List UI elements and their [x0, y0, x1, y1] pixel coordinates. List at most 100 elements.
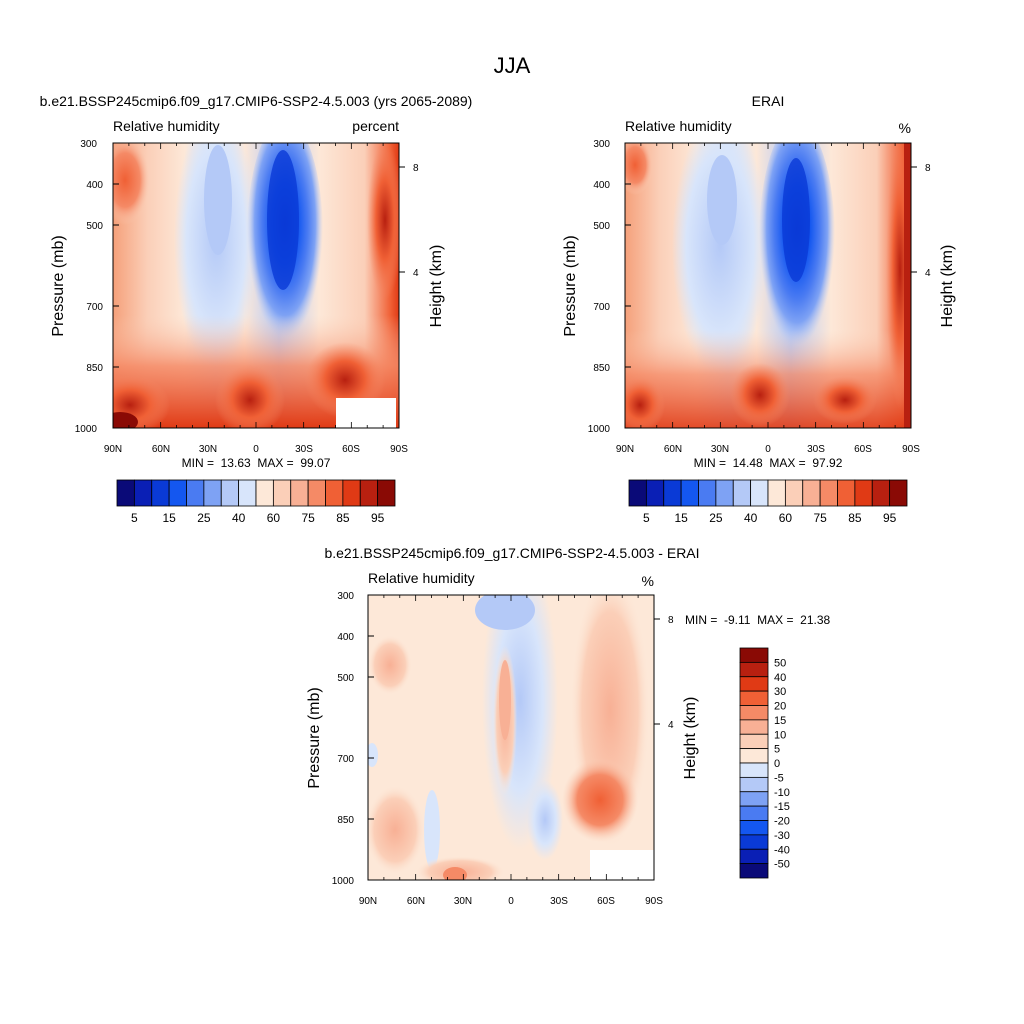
colorbar-swatch: [680, 479, 699, 507]
minor-ticks: [624, 143, 912, 428]
colorbar-swatch: [739, 762, 769, 778]
x-tick-label: 90S: [902, 444, 920, 455]
colorbar-swatch: [739, 690, 769, 706]
y2-tick-label: 8: [413, 163, 419, 174]
colorbar-label: 0: [774, 758, 780, 770]
y2-tick-label: 4: [925, 268, 931, 279]
x-tick-label: 90N: [359, 896, 377, 907]
colorbar-label: -20: [774, 816, 790, 828]
colorbar-swatch: [645, 479, 665, 507]
colorbar-label: 75: [813, 511, 827, 525]
y-tick-label: 850: [593, 363, 610, 374]
colorbar-swatch: [739, 719, 769, 735]
y2-axis: 8 4: [911, 163, 931, 279]
colorbar-swatch: [342, 479, 361, 507]
colorbar-swatch: [889, 479, 908, 507]
minor-ticks: [367, 595, 655, 880]
min-max-label: MIN = 13.63 MAX = 99.07: [182, 456, 331, 470]
y2-tick-label: 8: [925, 163, 931, 174]
x-tick-label: 0: [253, 444, 259, 455]
colorbar-swatch: [168, 479, 187, 507]
y-axis: 300 400 500 700 850 1000: [588, 139, 631, 435]
x-tick-label: 30N: [711, 444, 729, 455]
colorbar-swatch: [819, 479, 838, 507]
colorbar-swatch: [739, 661, 769, 678]
colorbar-swatch: [750, 479, 769, 507]
colorbar-swatch: [767, 479, 786, 507]
colorbar-label: 75: [301, 511, 315, 525]
contour-field: [113, 143, 399, 428]
colorbar-label: 25: [709, 511, 723, 525]
colorbar-swatch: [739, 705, 769, 721]
colorbar: 5 15 25 40 60 75 85 95: [116, 479, 396, 525]
colorbar-swatch: [272, 479, 292, 507]
colorbar-swatch: [220, 479, 240, 507]
y-tick-label: 300: [337, 591, 354, 602]
colorbar-label: 40: [774, 672, 786, 684]
colorbar-label: 20: [774, 701, 786, 713]
y-axis-label: Pressure (mb): [562, 235, 579, 336]
colorbar-swatch: [732, 479, 752, 507]
colorbar-label: -30: [774, 830, 790, 842]
contour-field: [368, 595, 654, 880]
contour-field: [625, 143, 911, 428]
y-tick-label: 300: [80, 139, 97, 150]
y-tick-label: 400: [593, 180, 610, 191]
colorbar-swatch: [359, 479, 379, 507]
colorbar-swatch: [739, 820, 769, 836]
colorbar-swatch: [784, 479, 804, 507]
y2-axis-label: Height (km): [428, 245, 445, 328]
min-max-label: MIN = 14.48 MAX = 97.92: [694, 456, 843, 470]
colorbar-label: 5: [774, 744, 780, 756]
x-tick-label: 60S: [854, 444, 872, 455]
colorbar-swatch: [133, 479, 153, 507]
colorbar-label: 85: [336, 511, 350, 525]
colorbar-swatch: [186, 479, 205, 507]
x-tick-label: 90S: [645, 896, 663, 907]
colorbar-label: 25: [197, 511, 211, 525]
colorbar-swatch: [663, 479, 682, 507]
y-tick-label: 700: [337, 754, 354, 765]
colorbar-label: 40: [744, 511, 758, 525]
x-tick-label: 90N: [104, 444, 122, 455]
y-tick-label: 1000: [332, 876, 355, 887]
panel-model: b.e21.BSSP245cmip6.f09_g17.CMIP6-SSP2-4.…: [40, 93, 473, 525]
colorbar-swatch: [802, 479, 821, 507]
colorbar-swatch: [628, 479, 647, 507]
x-tick-label: 90S: [390, 444, 408, 455]
x-axis: 90N 60N 30N 0 30S 60S 90S: [104, 444, 408, 455]
colorbar-label: 15: [162, 511, 176, 525]
colorbar-swatch: [325, 479, 344, 507]
colorbar-swatch: [837, 479, 856, 507]
variable-label: Relative humidity: [625, 118, 732, 134]
colorbar-swatch: [698, 479, 717, 507]
colorbar-swatch: [739, 748, 769, 764]
colorbar-label: 50: [774, 657, 786, 669]
panel-title: b.e21.BSSP245cmip6.f09_g17.CMIP6-SSP2-4.…: [324, 545, 699, 561]
x-tick-label: 60S: [342, 444, 360, 455]
colorbar-label: 95: [883, 511, 897, 525]
panel-difference: b.e21.BSSP245cmip6.f09_g17.CMIP6-SSP2-4.…: [306, 545, 831, 907]
y2-axis-label: Height (km): [682, 697, 699, 780]
figure-title: JJA: [494, 53, 531, 78]
colorbar-label: 85: [848, 511, 862, 525]
colorbar-swatch: [739, 805, 769, 821]
x-tick-label: 60N: [407, 896, 425, 907]
colorbar-label: -50: [774, 859, 790, 871]
x-tick-label: 30S: [550, 896, 568, 907]
colorbar-swatch: [203, 479, 222, 507]
colorbar-swatch: [238, 479, 257, 507]
colorbar-swatch: [739, 676, 769, 692]
x-tick-label: 60S: [597, 896, 615, 907]
x-tick-label: 30N: [454, 896, 472, 907]
x-axis: 90N 60N 30N 0 30S 60S 90S: [359, 896, 663, 907]
colorbar-swatch: [739, 791, 769, 807]
colorbar-swatch: [739, 863, 769, 879]
y-tick-label: 400: [86, 180, 103, 191]
y-axis: 300 400 500 700 850 1000: [332, 591, 374, 887]
colorbar: 5 15 25 40 60 75 85 95: [628, 479, 908, 525]
colorbar-swatch: [116, 479, 135, 507]
colorbar-swatch: [739, 834, 769, 850]
